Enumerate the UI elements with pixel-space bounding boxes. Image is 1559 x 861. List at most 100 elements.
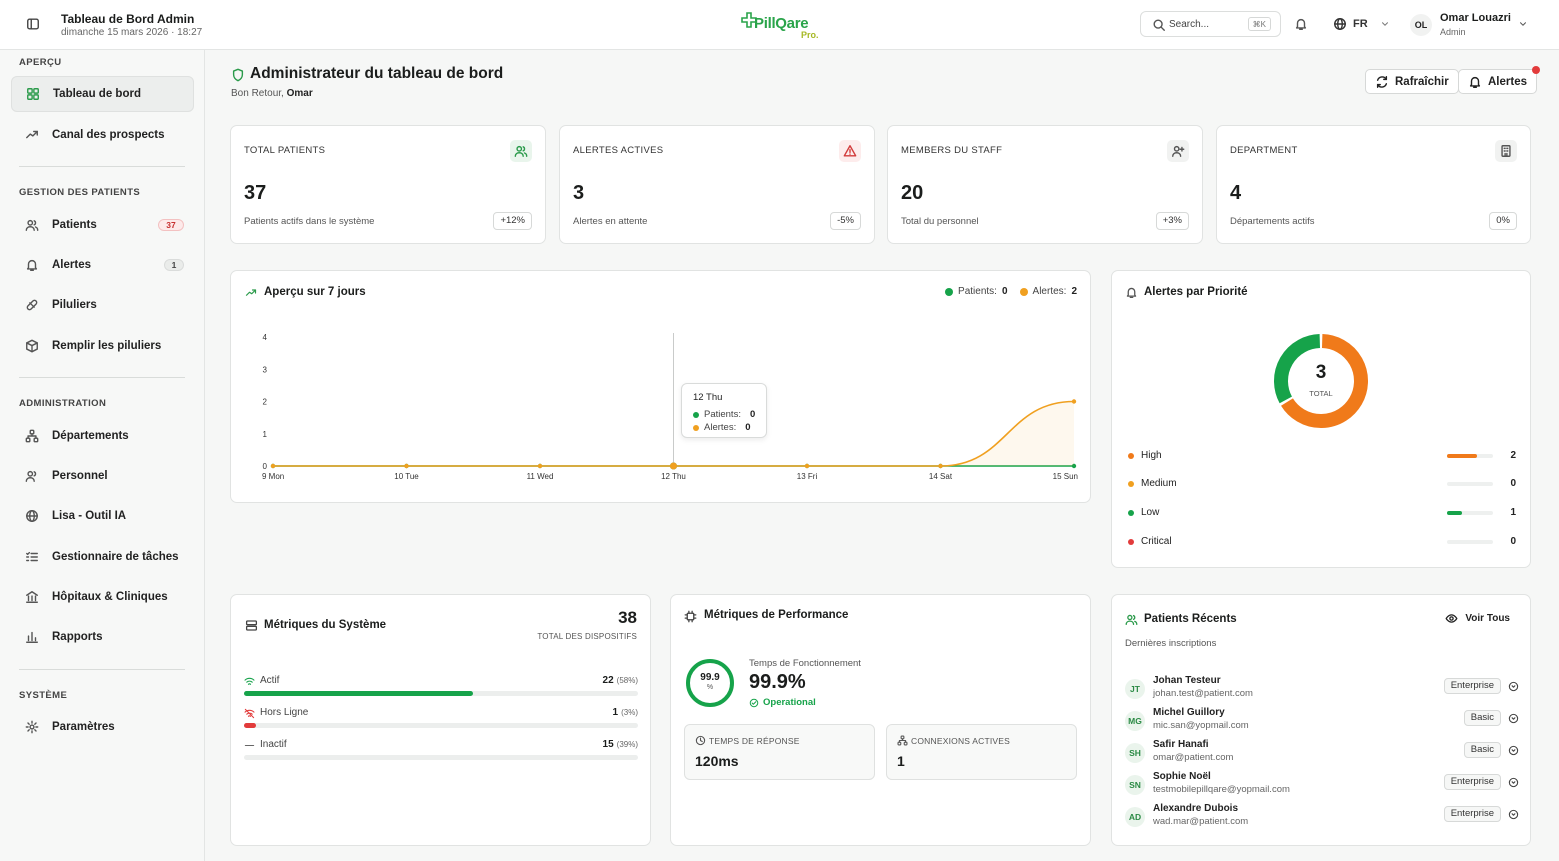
uptime-label: Temps de Fonctionnement	[749, 658, 861, 669]
language-selector[interactable]: FR	[1333, 17, 1390, 31]
patient-email: wad.mar@patient.com	[1153, 816, 1249, 827]
stat-delta-badge: 0%	[1489, 212, 1517, 230]
chevron-circle-icon[interactable]	[1508, 681, 1519, 692]
devices-total-label: TOTAL DES DISPOSITIFS	[537, 632, 637, 641]
bell-icon	[1469, 76, 1481, 88]
patient-row[interactable]: AD Alexandre Dubois wad.mar@patient.com …	[1123, 803, 1519, 833]
sidebar-item-patients[interactable]: Patients 37	[11, 207, 194, 243]
user-menu-chevron-icon[interactable]	[1518, 19, 1528, 29]
header-datetime: dimanche 15 mars 2026 · 18:27	[61, 27, 203, 38]
pillqare-logo[interactable]: PillQare Pro.	[740, 9, 830, 41]
stat-card-alerts: ALERTES ACTIVES 3 Alertes en attente -5%	[559, 125, 875, 244]
metric-row-active: Actif 22 (58%)	[244, 675, 638, 705]
sidebar-item-lisa-ai[interactable]: Lisa - Outil IA	[11, 498, 194, 534]
patient-name: Sophie Noël	[1153, 771, 1211, 782]
metric-label: Actif	[260, 675, 280, 686]
stat-description: Départements actifs	[1230, 216, 1315, 227]
user-avatar[interactable]: OL	[1410, 14, 1432, 36]
donut-slice-low	[1274, 334, 1321, 404]
x-tick-label: 14 Sat	[929, 472, 953, 481]
patient-row[interactable]: JT Johan Testeur johan.test@patient.com …	[1123, 675, 1519, 705]
priority-row-high: High 2	[1128, 450, 1516, 464]
x-tick-label: 10 Tue	[394, 472, 419, 481]
sidebar-item-prospects[interactable]: Canal des prospects	[11, 117, 194, 153]
priority-value: 1	[1510, 507, 1516, 518]
priority-dot	[1128, 510, 1134, 516]
priority-dot	[1128, 481, 1134, 487]
sidebar-item-dashboard[interactable]: Tableau de bord	[11, 76, 194, 112]
legend-alerts-label: Alertes:	[1032, 286, 1067, 297]
x-tick-label: 13 Fri	[797, 472, 818, 481]
sidebar-item-label: Remplir les piluliers	[52, 340, 162, 352]
data-point-patients	[1071, 463, 1077, 469]
sidebar-item-reports[interactable]: Rapports	[11, 619, 194, 655]
sidebar-item-alerts[interactable]: Alertes 1	[11, 247, 194, 283]
priority-row-low: Low 1	[1128, 507, 1516, 521]
sidebar-item-task-manager[interactable]: Gestionnaire de tâches	[11, 539, 194, 575]
priority-bar	[1447, 482, 1493, 486]
notifications-bell-icon[interactable]	[1294, 17, 1308, 31]
sidebar-item-label: Personnel	[52, 470, 108, 482]
users-icon	[510, 140, 532, 162]
metric-track	[244, 723, 638, 728]
patient-avatar: AD	[1125, 807, 1145, 827]
sidebar-toggle-icon[interactable]	[26, 17, 40, 31]
alerts-label: Alertes	[1488, 75, 1527, 88]
priority-label: Low	[1141, 507, 1160, 518]
data-point-alertes	[270, 463, 276, 469]
priority-bar-fill	[1447, 511, 1463, 515]
refresh-button[interactable]: Rafraîchir	[1365, 69, 1459, 94]
patient-row[interactable]: SN Sophie Noël testmobilepillqare@yopmai…	[1123, 771, 1519, 801]
chevron-circle-icon[interactable]	[1508, 809, 1519, 820]
sidebar-divider	[19, 377, 185, 378]
hospital-icon	[26, 591, 38, 603]
stat-label: DEPARTMENT	[1230, 145, 1298, 156]
sidebar-item-settings[interactable]: Paramètres	[11, 709, 194, 745]
sidebar-divider	[19, 669, 185, 670]
x-tick-label: 9 Mon	[262, 472, 284, 481]
box-icon	[26, 339, 38, 353]
eye-icon	[1445, 614, 1458, 623]
patient-plan-badge: Basic	[1463, 742, 1501, 758]
sidebar-divider	[19, 166, 185, 167]
sidebar-item-staff[interactable]: Personnel	[11, 458, 194, 494]
wifi-off-icon	[244, 708, 255, 719]
status-operational: Operational	[749, 697, 816, 708]
view-all-button[interactable]: Voir Tous	[1445, 612, 1510, 625]
chevron-circle-icon[interactable]	[1508, 777, 1519, 788]
patient-email: johan.test@patient.com	[1153, 688, 1253, 699]
sidebar-item-fill-pill-boxes[interactable]: Remplir les piluliers	[11, 328, 194, 364]
sidebar: APERÇU Tableau de bord Canal des prospec…	[0, 50, 205, 861]
sidebar-item-hospitals[interactable]: Hôpitaux & Cliniques	[11, 579, 194, 615]
patient-row[interactable]: SH Safir Hanafi omar@patient.com Basic	[1123, 739, 1519, 769]
patient-row[interactable]: MG Michel Guillory mic.san@yopmail.com B…	[1123, 707, 1519, 737]
search-box[interactable]: Search... ⌘K	[1140, 11, 1281, 37]
tooltip-alerts-label: Alertes:	[704, 422, 737, 433]
chevron-circle-icon[interactable]	[1508, 745, 1519, 756]
language-label: FR	[1353, 18, 1368, 30]
donut-total: 3	[1315, 362, 1327, 383]
chevron-circle-icon[interactable]	[1508, 713, 1519, 724]
sidebar-item-label: Lisa - Outil IA	[52, 510, 127, 522]
patient-avatar: SN	[1125, 775, 1145, 795]
user-name[interactable]: Omar Louazri	[1440, 12, 1511, 24]
check-circle-icon	[749, 698, 759, 707]
patient-avatar: JT	[1125, 679, 1145, 699]
patient-plan-badge: Enterprise	[1443, 774, 1501, 790]
y-tick-label: 2	[263, 398, 268, 407]
chart-legend: Patients: 0 Alertes: 2	[945, 286, 1077, 297]
alerts-button[interactable]: Alertes	[1458, 66, 1540, 94]
response-time-value: 120ms	[695, 753, 739, 769]
patient-email: omar@patient.com	[1153, 752, 1234, 763]
sidebar-item-departments[interactable]: Départements	[11, 418, 194, 454]
sidebar-item-label: Gestionnaire de tâches	[52, 551, 179, 563]
metric-percent: (39%)	[616, 740, 638, 749]
stat-description: Patients actifs dans le système	[244, 216, 375, 227]
sidebar-item-label: Départements	[52, 430, 129, 442]
metric-percent: (58%)	[616, 676, 638, 685]
sidebar-item-pill-boxes[interactable]: Piluliers	[11, 287, 194, 323]
sidebar-section-title: APERÇU	[19, 57, 62, 68]
overview-title: Aperçu sur 7 jours	[264, 286, 366, 298]
chevron-down-icon	[1381, 22, 1388, 26]
network-icon	[897, 735, 908, 746]
